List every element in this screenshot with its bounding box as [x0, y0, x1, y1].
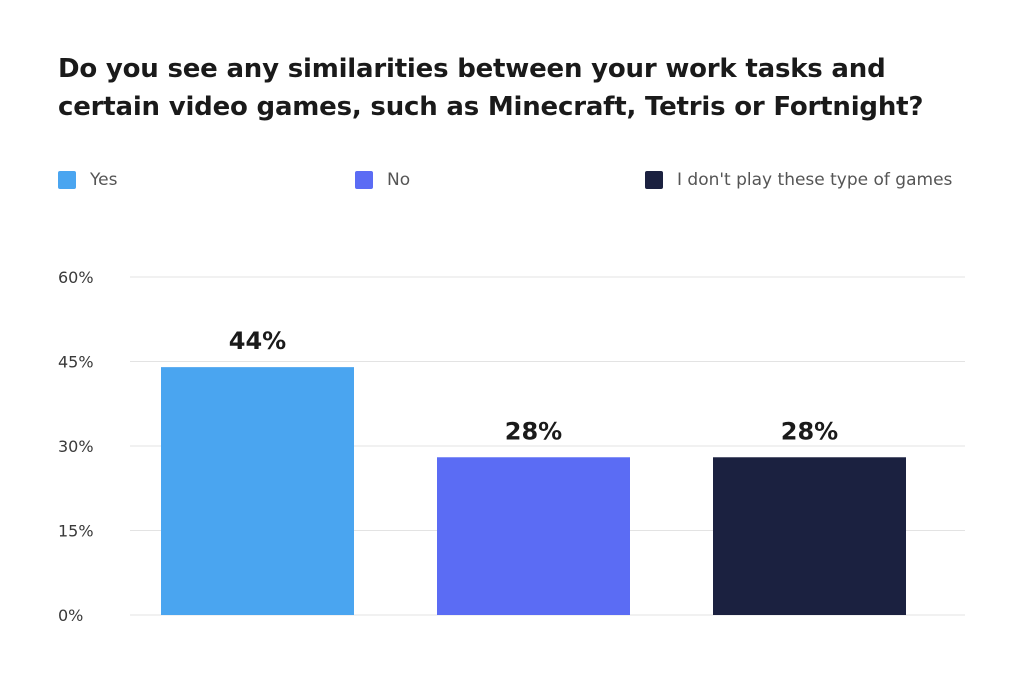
- legend-item-dont-play: I don't play these type of games: [645, 169, 952, 191]
- chart-title: Do you see any similarities between your…: [58, 54, 924, 122]
- legend-item-no: No: [355, 169, 410, 191]
- legend-label-yes: Yes: [90, 170, 118, 190]
- data-label: 28%: [781, 417, 838, 445]
- legend-swatch-dont-play: [645, 171, 663, 189]
- data-label: 44%: [229, 327, 286, 355]
- bar: [713, 457, 906, 615]
- legend-item-yes: Yes: [58, 169, 117, 191]
- data-label: 28%: [505, 417, 562, 445]
- legend-label-dont-play: I don't play these type of games: [677, 170, 953, 190]
- legend-label-no: No: [387, 170, 411, 190]
- y-tick-label: 15%: [58, 522, 94, 541]
- bar: [161, 367, 354, 615]
- y-tick-label: 30%: [58, 437, 94, 456]
- legend-swatch-yes: [58, 171, 76, 189]
- y-tick-label: 0%: [58, 606, 83, 625]
- y-tick-label: 45%: [58, 353, 94, 372]
- legend-swatch-no: [355, 171, 373, 189]
- bar: [437, 457, 630, 615]
- y-tick-label: 60%: [58, 268, 94, 287]
